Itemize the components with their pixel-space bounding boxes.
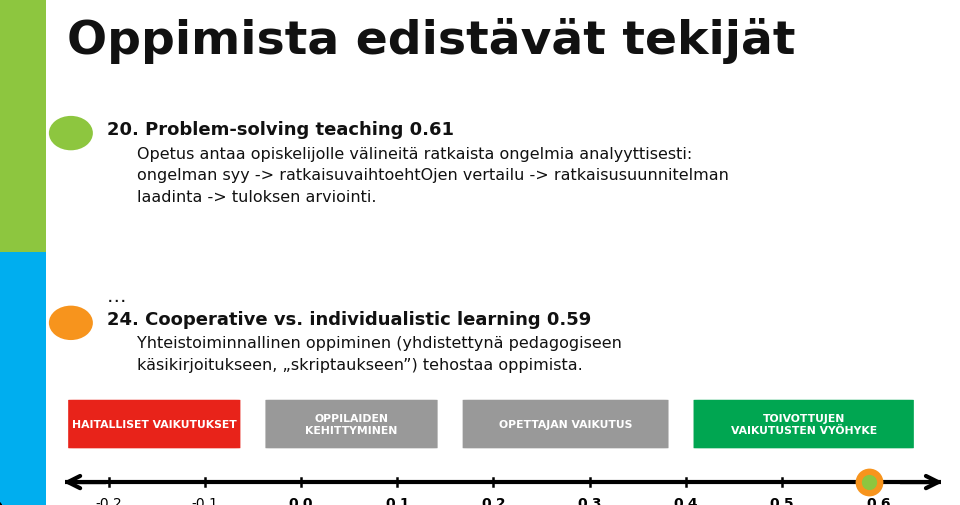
Text: OPETTAJAN VAIKUTUS: OPETTAJAN VAIKUTUS bbox=[499, 419, 633, 429]
Text: -0.1: -0.1 bbox=[191, 496, 218, 505]
FancyBboxPatch shape bbox=[463, 400, 668, 448]
Bar bbox=[0, 252, 46, 505]
Text: 0.0: 0.0 bbox=[289, 496, 313, 505]
FancyBboxPatch shape bbox=[693, 400, 914, 448]
Text: 0.5: 0.5 bbox=[770, 496, 794, 505]
Ellipse shape bbox=[49, 117, 93, 151]
Text: …: … bbox=[108, 286, 127, 305]
Text: -0.2: -0.2 bbox=[95, 496, 122, 505]
Text: HAITALLISET VAIKUTUKSET: HAITALLISET VAIKUTUKSET bbox=[72, 419, 237, 429]
Bar bbox=[0, 0, 46, 252]
Text: 0.4: 0.4 bbox=[674, 496, 698, 505]
FancyBboxPatch shape bbox=[265, 400, 438, 448]
Text: 0.2: 0.2 bbox=[481, 496, 506, 505]
FancyBboxPatch shape bbox=[68, 400, 240, 448]
Text: 0.3: 0.3 bbox=[577, 496, 602, 505]
Text: Yhteistoiminnallinen oppiminen (yhdistettynä pedagogiseen
käsikirjoitukseen, „sk: Yhteistoiminnallinen oppiminen (yhdistet… bbox=[137, 336, 622, 372]
Text: Oppimista edistävät tekijät: Oppimista edistävät tekijät bbox=[67, 18, 796, 64]
Text: Opetus antaa opiskelijolle välineitä ratkaista ongelmia analyyttisesti:
ongelman: Opetus antaa opiskelijolle välineitä rat… bbox=[137, 146, 730, 205]
Text: 24. Cooperative vs. individualistic learning 0.59: 24. Cooperative vs. individualistic lear… bbox=[108, 310, 591, 328]
Text: 20. Problem-solving teaching 0.61: 20. Problem-solving teaching 0.61 bbox=[108, 121, 454, 139]
Text: TOIVOTTUJEN
VAIKUTUSTEN VYÖHYKE: TOIVOTTUJEN VAIKUTUSTEN VYÖHYKE bbox=[731, 413, 876, 435]
Text: 0.1: 0.1 bbox=[385, 496, 410, 505]
Ellipse shape bbox=[49, 306, 93, 340]
Text: 0.6: 0.6 bbox=[866, 496, 891, 505]
Text: OPPILAIDEN
KEHITTYMINEN: OPPILAIDEN KEHITTYMINEN bbox=[305, 413, 397, 435]
